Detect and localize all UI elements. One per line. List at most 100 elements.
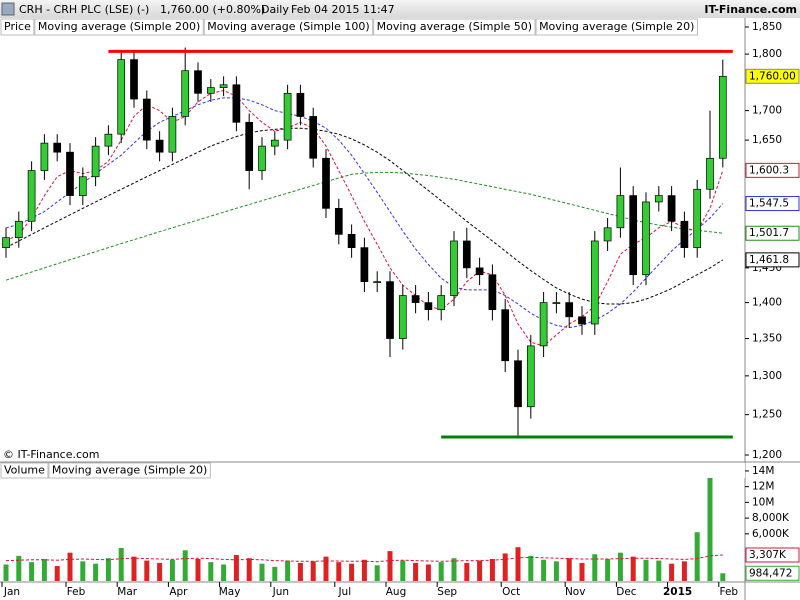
- y-tick-label: 1,300: [752, 370, 782, 382]
- candle-body: [373, 281, 382, 283]
- volume-bar: [182, 550, 188, 581]
- volume-bar: [131, 556, 137, 581]
- y-tick-label: 8,000K: [752, 512, 790, 524]
- candle-body: [437, 295, 446, 311]
- candle-body: [539, 302, 548, 347]
- header-icon: [1, 2, 15, 16]
- volume-bar: [464, 562, 470, 581]
- moving-average-line: [5, 97, 724, 329]
- candle-body: [219, 84, 228, 88]
- candle-body: [296, 92, 305, 117]
- volume-bar: [605, 558, 611, 581]
- header-bar: [0, 0, 800, 18]
- legend-label: Moving average (Simple 100): [207, 20, 369, 33]
- legend-box: [203, 18, 374, 36]
- volume-bar: [272, 566, 278, 581]
- y-tick-label: 1,200: [752, 449, 782, 461]
- volume-bar: [656, 560, 662, 581]
- moving-average-line: [5, 127, 724, 305]
- timestamp: Feb 04 2015 11:47: [291, 3, 395, 16]
- volume-bar: [221, 564, 227, 581]
- volume-bar: [285, 560, 291, 581]
- candle-body: [411, 295, 420, 303]
- volume-bar: [67, 552, 73, 581]
- candle-body: [117, 59, 126, 135]
- volume-bar: [566, 558, 572, 581]
- volume-bar: [374, 565, 380, 581]
- candle-body: [155, 139, 164, 153]
- source: IT-Finance.com: [704, 3, 797, 16]
- volume-bar: [29, 562, 35, 581]
- legend-box: [34, 18, 204, 36]
- volume-bar: [323, 556, 329, 581]
- x-tick-label: Jun: [272, 586, 289, 598]
- volume-bar: [41, 558, 47, 581]
- end-label-box: [745, 196, 800, 212]
- legend-box: [48, 462, 211, 479]
- candle-body: [27, 170, 36, 222]
- candle-body: [130, 59, 138, 100]
- volume-plot: [3, 478, 726, 581]
- end-label: 1,600.3: [749, 164, 789, 176]
- end-label-box: [745, 68, 800, 84]
- volume-bar: [541, 559, 547, 581]
- volume-bar: [528, 555, 534, 581]
- candle-body: [475, 267, 484, 276]
- candle-body: [66, 151, 74, 196]
- volume-bar: [515, 547, 521, 581]
- candle-body: [398, 295, 407, 339]
- candle-body: [590, 240, 599, 325]
- candle-body: [501, 309, 510, 362]
- volume-bar: [118, 547, 124, 581]
- end-label-box: [745, 162, 800, 178]
- candle-body: [693, 188, 702, 248]
- volume-bar: [310, 561, 316, 581]
- candle-body: [91, 145, 100, 178]
- candle-body: [181, 70, 190, 117]
- candle-body: [40, 142, 49, 171]
- candle-body: [322, 157, 330, 209]
- candle-body: [667, 195, 676, 222]
- x-tick-label: Apr: [169, 586, 188, 598]
- volume-bar: [259, 563, 265, 581]
- candle-body: [194, 70, 202, 94]
- volume-average-line: [5, 554, 723, 563]
- candle-body: [462, 240, 471, 269]
- volume-bar: [387, 551, 393, 581]
- candle-body: [2, 237, 10, 248]
- candle-body: [245, 121, 254, 171]
- x-tick-label: Feb: [720, 586, 739, 598]
- volume-bar: [681, 561, 687, 581]
- candle-body: [616, 195, 625, 229]
- candle-body: [168, 116, 177, 153]
- candle-body: [386, 281, 394, 339]
- volume-bar: [297, 562, 303, 581]
- price-plot: [2, 47, 733, 439]
- candle-body: [334, 207, 343, 235]
- y-tick-label: 10M: [752, 496, 774, 508]
- candle-body: [347, 234, 356, 248]
- candle-body: [526, 345, 535, 408]
- legend-label: Moving average (Simple 200): [38, 20, 200, 33]
- legend-label: Price: [4, 20, 31, 33]
- candle-body: [270, 139, 279, 147]
- moving-average-line: [5, 89, 724, 347]
- candle-body: [309, 116, 318, 159]
- volume-bar: [93, 563, 99, 581]
- y-tick-label: 1,400: [752, 297, 782, 309]
- end-label: 984,472: [749, 567, 792, 579]
- volume-bar: [694, 532, 700, 581]
- legend-label: Moving average (Simple 20): [539, 20, 694, 33]
- volume-bar: [451, 558, 457, 581]
- candle-body: [14, 220, 23, 239]
- x-tick-label: Dec: [616, 586, 637, 598]
- candle-body: [603, 227, 612, 242]
- legend-box: [373, 18, 536, 36]
- volume-bar: [400, 560, 406, 581]
- volume-bar: [208, 562, 214, 581]
- candle-body: [629, 195, 638, 276]
- end-label-box: [745, 225, 800, 241]
- y-tick-label: 14M: [752, 465, 774, 477]
